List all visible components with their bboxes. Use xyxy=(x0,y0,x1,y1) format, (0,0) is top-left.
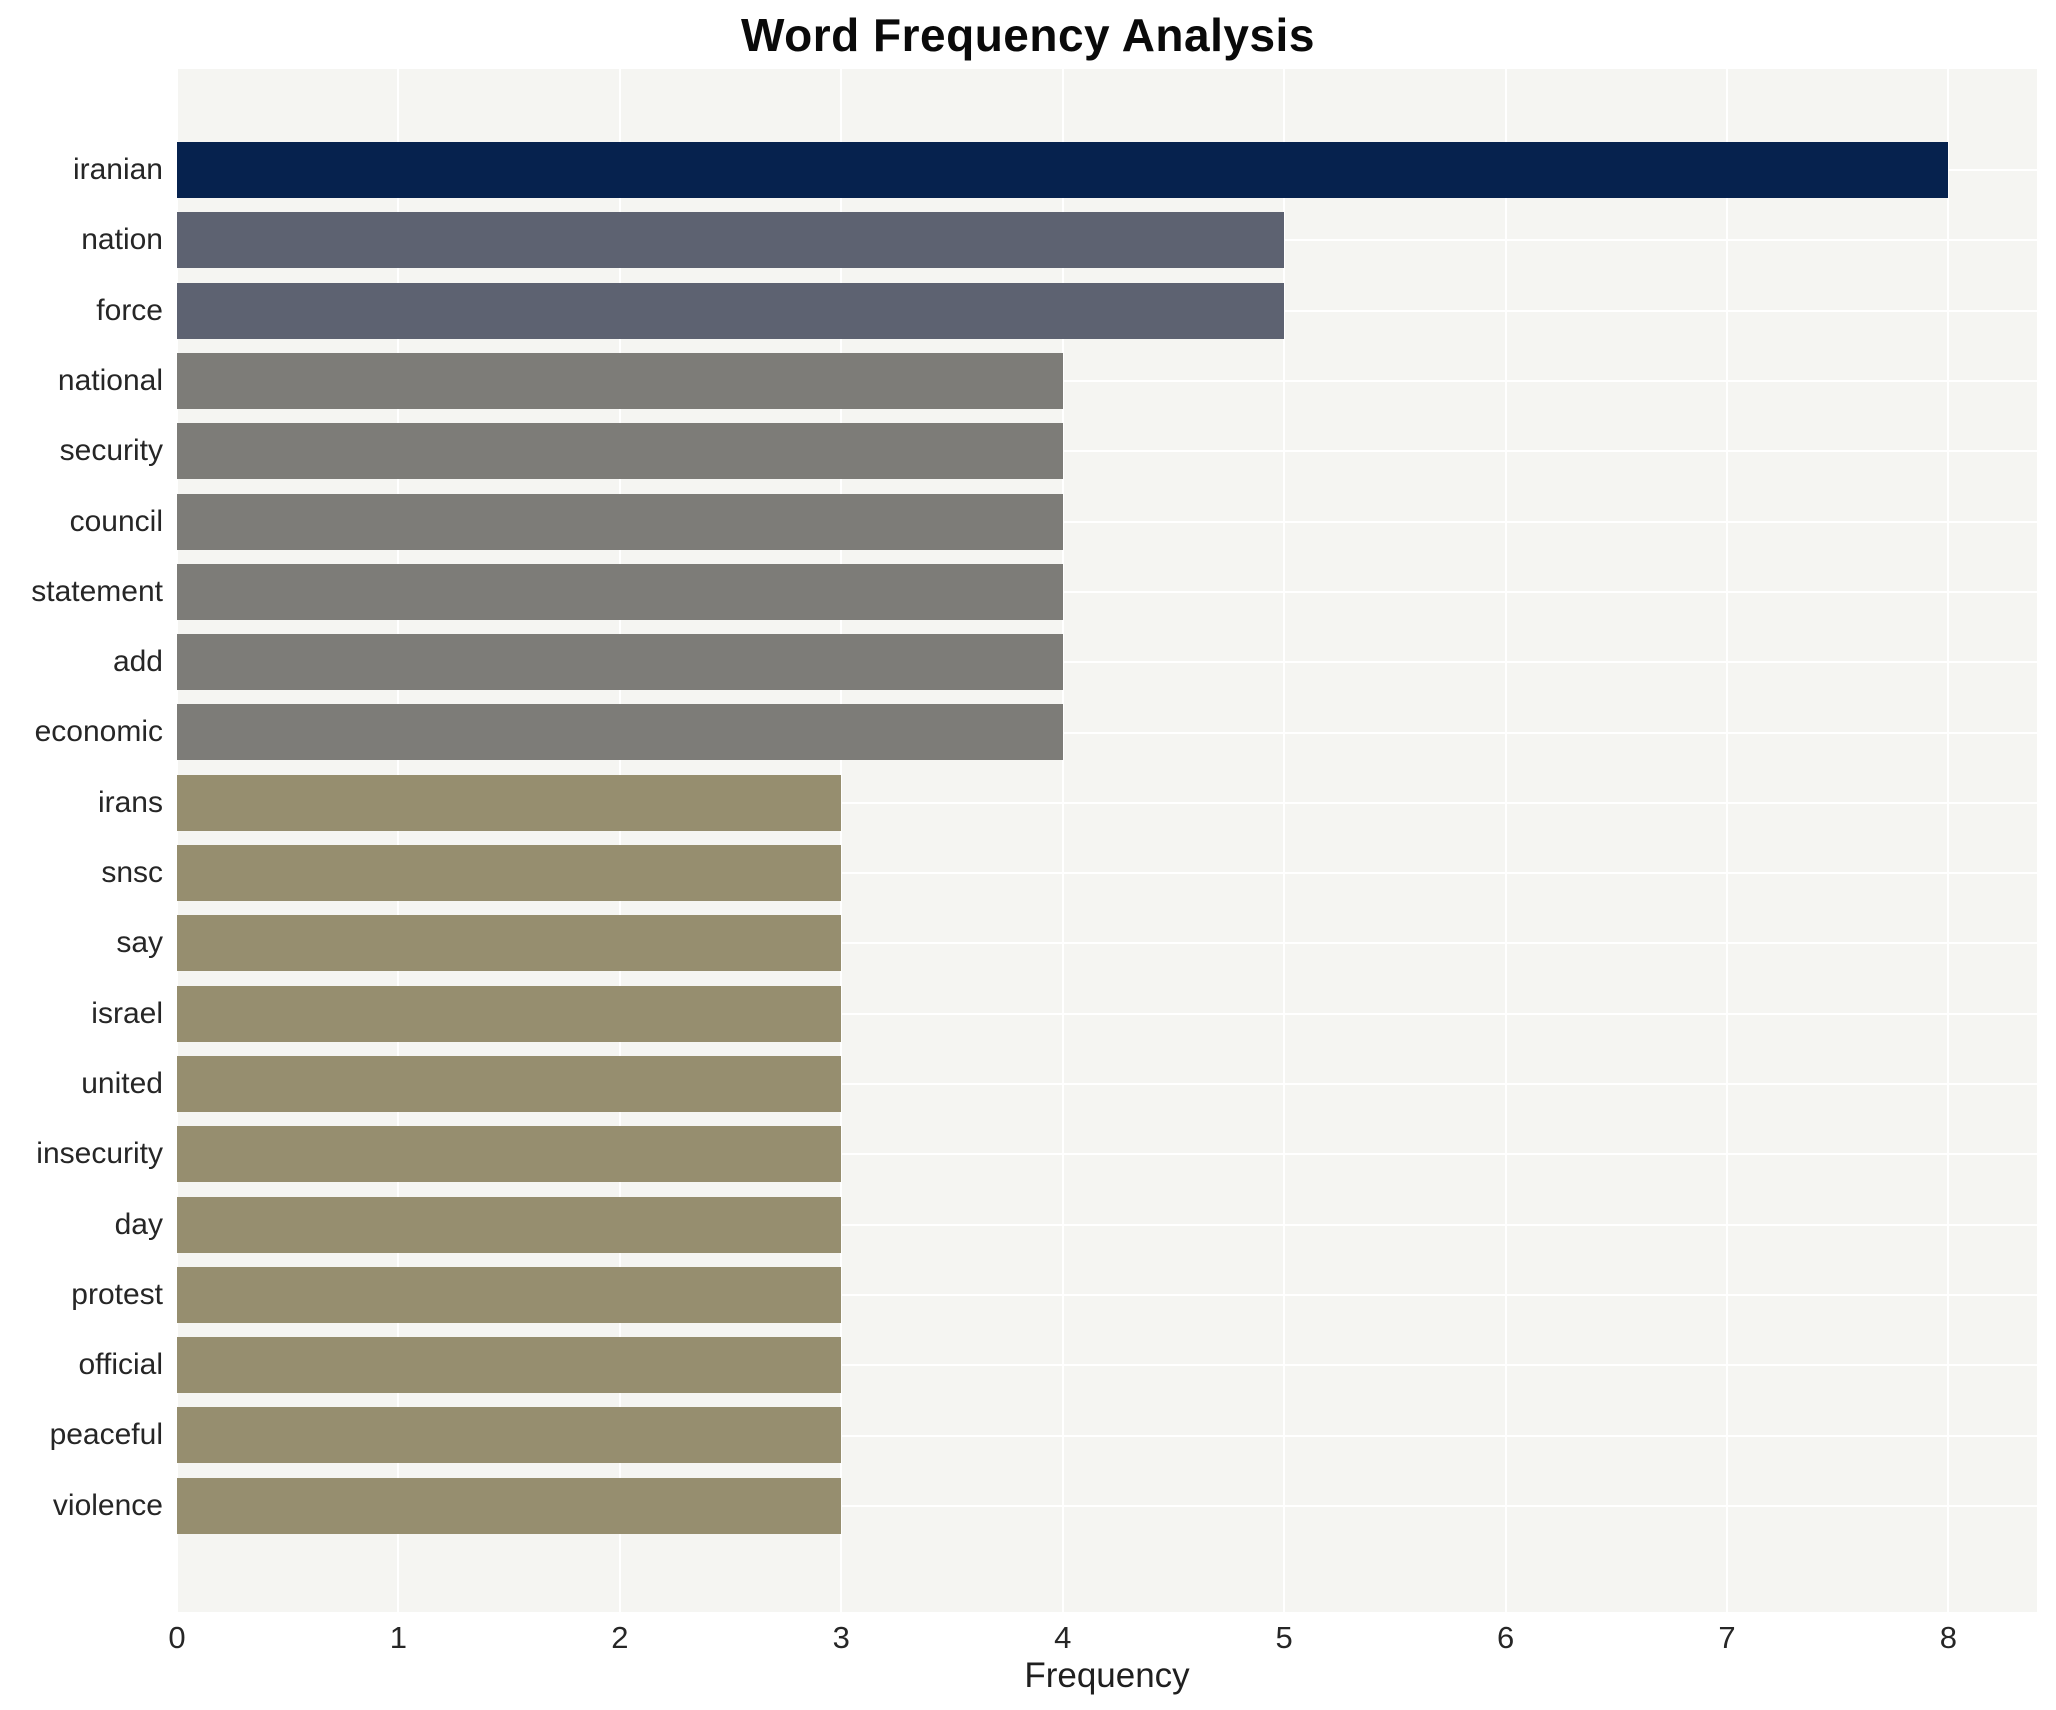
x-tick-label-8: 8 xyxy=(1939,1620,1958,1655)
y-tick-label-national: national xyxy=(57,363,163,397)
y-gridline xyxy=(177,1434,2037,1437)
bar-row: economic xyxy=(35,697,2037,767)
bar-statement xyxy=(177,563,1063,620)
x-tick-label-2: 2 xyxy=(611,1620,629,1655)
y-gridline xyxy=(177,1364,2037,1367)
x-gridline xyxy=(176,69,178,1612)
y-tick-label-add: add xyxy=(112,645,163,679)
x-tick-label-3: 3 xyxy=(832,1620,850,1655)
x-gridline xyxy=(1283,69,1286,1612)
bar-row: council xyxy=(70,487,2037,557)
bar-row: snsc xyxy=(101,838,2037,908)
y-tick-label-united: united xyxy=(81,1066,163,1100)
x-gridline xyxy=(1947,69,1950,1612)
bar-official xyxy=(177,1337,842,1394)
y-tick-label-peaceful: peaceful xyxy=(49,1418,163,1452)
y-tick-label-force: force xyxy=(96,293,163,327)
bar-row: peaceful xyxy=(50,1400,2037,1470)
bar-iranian xyxy=(177,142,1949,198)
x-tick-label-1: 1 xyxy=(389,1620,408,1655)
bar-row: security xyxy=(60,416,2037,486)
x-tick-label-4: 4 xyxy=(1054,1620,1072,1655)
y-gridline xyxy=(177,801,2037,804)
bar-row: united xyxy=(81,1049,2037,1119)
y-tick-label-iranian: iranian xyxy=(72,153,163,186)
y-gridline xyxy=(177,1083,2037,1086)
bar-row: say xyxy=(116,908,2037,978)
bar-day xyxy=(177,1196,842,1253)
bar-security xyxy=(177,423,1063,480)
y-tick-label-snsc: snsc xyxy=(101,856,163,889)
bar-national xyxy=(177,352,1063,409)
bar-snsc xyxy=(177,845,842,901)
bar-violence xyxy=(177,1477,842,1534)
y-tick-label-insecurity: insecurity xyxy=(36,1137,163,1171)
bar-peaceful xyxy=(177,1407,842,1464)
bar-row: israel xyxy=(91,979,2037,1049)
bar-row: iranian xyxy=(73,135,2037,205)
x-tick-label-0: 0 xyxy=(168,1620,186,1655)
x-gridline xyxy=(397,69,400,1612)
x-gridline xyxy=(1061,69,1064,1612)
bar-irans xyxy=(177,774,842,831)
chart-title: Word Frequency Analysis xyxy=(741,9,1315,61)
y-gridline xyxy=(177,1012,2037,1015)
y-gridline xyxy=(177,942,2037,945)
y-tick-label-say: say xyxy=(116,926,163,960)
bar-insecurity xyxy=(177,1126,842,1183)
bar-row: irans xyxy=(98,768,2037,838)
y-tick-label-irans: irans xyxy=(97,785,163,819)
bar-row: day xyxy=(115,1190,2037,1260)
y-gridline xyxy=(177,450,2037,453)
bar-council xyxy=(177,493,1063,550)
x-gridline xyxy=(1726,69,1728,1612)
x-axis-title: Frequency xyxy=(1024,1656,1190,1695)
bar-nation xyxy=(177,212,1285,269)
y-tick-label-day: day xyxy=(114,1207,163,1241)
y-tick-label-violence: violence xyxy=(52,1488,163,1522)
y-tick-label-security: security xyxy=(59,434,163,468)
y-gridline xyxy=(177,661,2037,664)
bar-row: national xyxy=(58,346,2037,416)
bar-protest xyxy=(177,1266,842,1323)
bar-row: official xyxy=(79,1330,2037,1400)
x-tick-label-6: 6 xyxy=(1496,1620,1515,1655)
y-gridline xyxy=(177,380,2037,383)
bar-row: violence xyxy=(53,1471,2037,1541)
bar-row: insecurity xyxy=(36,1119,2037,1189)
bar-economic xyxy=(177,704,1063,761)
bar-row: force xyxy=(96,276,2037,346)
bar-row: statement xyxy=(31,557,2037,627)
bar-row: nation xyxy=(81,205,2037,275)
plot-area: iranian nation force national security counci… xyxy=(31,69,2037,1612)
y-gridline xyxy=(177,731,2037,734)
y-tick-label-israel: israel xyxy=(91,996,163,1030)
bar-force xyxy=(177,282,1285,339)
x-gridline xyxy=(1504,69,1507,1612)
y-gridline xyxy=(177,1293,2037,1296)
x-tick-label-7: 7 xyxy=(1718,1620,1736,1655)
y-gridline xyxy=(177,1223,2037,1226)
bar-say xyxy=(177,915,842,972)
y-gridline xyxy=(177,1153,2037,1156)
x-gridline xyxy=(618,69,621,1612)
y-tick-label-economic: economic xyxy=(34,715,163,749)
x-tick-label-5: 5 xyxy=(1275,1620,1293,1655)
y-gridline xyxy=(177,1504,2037,1507)
y-tick-label-council: council xyxy=(69,504,163,538)
bar-row: add xyxy=(113,627,2037,697)
y-tick-label-nation: nation xyxy=(81,223,163,257)
y-gridline xyxy=(177,520,2037,523)
y-tick-label-official: official xyxy=(78,1348,164,1382)
bar-row: protest xyxy=(71,1260,2037,1330)
bar-united xyxy=(177,1055,842,1112)
bar-add xyxy=(177,634,1063,691)
y-gridline xyxy=(177,872,2037,875)
bar-israel xyxy=(177,985,842,1042)
y-tick-label-protest: protest xyxy=(71,1277,163,1311)
y-gridline xyxy=(177,590,2037,593)
x-gridline xyxy=(840,69,843,1612)
y-tick-label-statement: statement xyxy=(31,574,163,608)
